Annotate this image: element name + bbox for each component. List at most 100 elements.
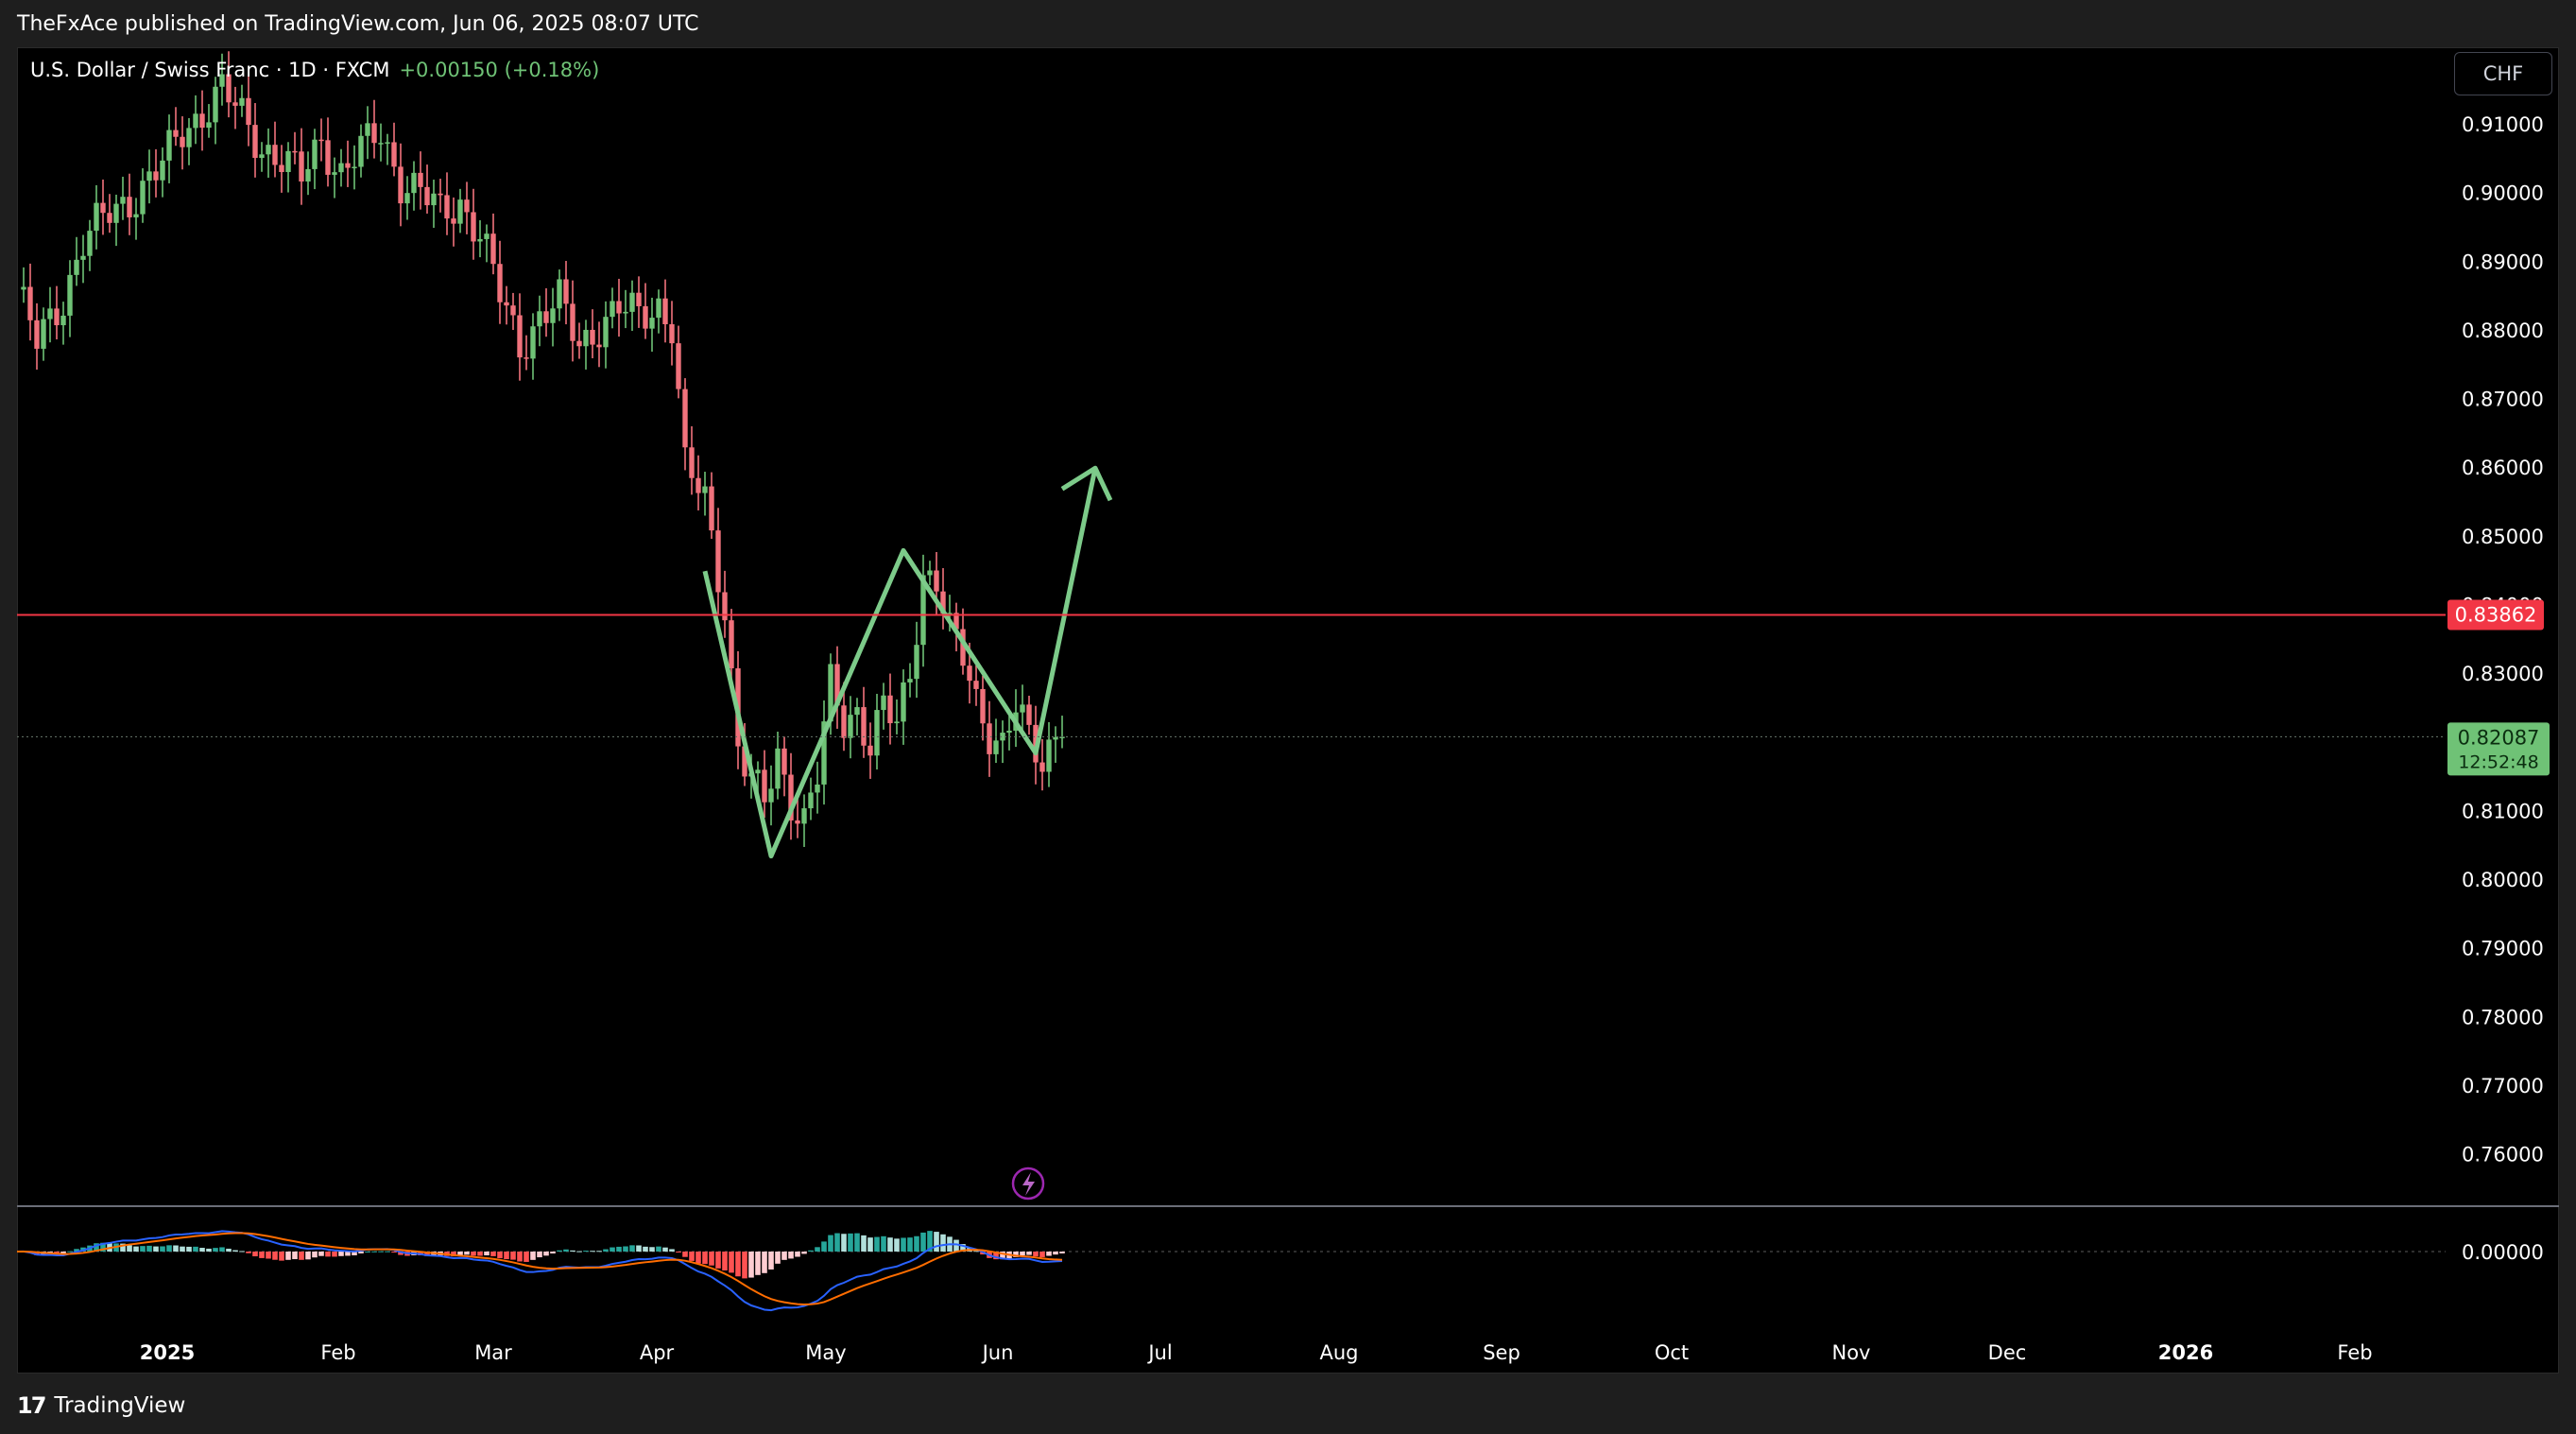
macd-histogram-bar (193, 1246, 198, 1252)
candle-body (907, 679, 913, 682)
macd-histogram-bar (1026, 1252, 1032, 1255)
macd-histogram-bar (524, 1252, 529, 1262)
candle-body (550, 308, 556, 323)
candle-body (583, 329, 589, 347)
y-tick-label: 0.80000 (2462, 869, 2544, 891)
candle-body (702, 486, 708, 493)
chart-frame[interactable] (17, 47, 2559, 1374)
lightning-icon[interactable] (1011, 1166, 1045, 1201)
macd-histogram-bar (232, 1250, 238, 1252)
candles-layer (21, 51, 1065, 847)
tradingview-brand[interactable]: 17 TradingView (17, 1390, 185, 1422)
y-tick-label: 0.87000 (2462, 389, 2544, 411)
macd-histogram-bar (901, 1237, 906, 1252)
candle-body (107, 213, 112, 223)
macd-histogram-bar (702, 1252, 708, 1265)
candle-body (861, 707, 867, 746)
x-tick-label: Jun (981, 1341, 1014, 1364)
candle-body (87, 231, 93, 256)
macd-zero-label: 0.00000 (2462, 1241, 2544, 1264)
x-tick-label: Nov (1832, 1341, 1871, 1364)
candle-body (947, 613, 953, 614)
candle-body (358, 135, 364, 167)
candle-body (742, 746, 747, 777)
candle-body (146, 171, 152, 181)
macd-histogram-bar (610, 1247, 615, 1252)
candle-body (438, 193, 443, 196)
macd-histogram-bar (596, 1251, 602, 1253)
macd-histogram-bar (206, 1248, 212, 1252)
macd-histogram-bar (960, 1244, 966, 1252)
y-tick-label: 0.79000 (2462, 938, 2544, 960)
candle-body (808, 792, 814, 809)
time-axis: 2025 Feb Mar Apr May Jun Jul Aug Sep Oct Nov Dec 202… (140, 1341, 2373, 1364)
macd-line (16, 1230, 1063, 1312)
macd-histogram-bar (358, 1252, 364, 1253)
candle-body (424, 186, 430, 206)
macd-histogram-bar (696, 1252, 701, 1264)
macd-histogram-bar (424, 1252, 430, 1256)
candle-body (490, 233, 496, 265)
macd-histogram-bar (146, 1245, 152, 1252)
macd-histogram-bar (815, 1247, 820, 1252)
candle-body (160, 160, 165, 181)
candle-body (27, 286, 33, 320)
macd-histogram-bar (801, 1252, 807, 1254)
candle-body (338, 163, 344, 173)
candle-body (834, 664, 840, 706)
macd-histogram-bar (775, 1252, 781, 1264)
macd-histogram-bar (246, 1252, 251, 1253)
candle-body (332, 172, 337, 175)
candle-body (610, 301, 615, 318)
candle-body (854, 707, 860, 716)
candle-body (576, 340, 582, 347)
macd-histogram-bar (841, 1234, 847, 1252)
candle-body (173, 130, 179, 137)
y-tick-label: 0.83000 (2462, 663, 2544, 685)
resistance-price-box (2447, 599, 2544, 631)
candle-body (543, 311, 549, 323)
candle-body (980, 688, 986, 724)
symbol-legend[interactable]: U.S. Dollar / Swiss Franc · 1D · FXCM +0… (30, 59, 599, 81)
macd-histogram-bar (808, 1250, 814, 1252)
candle-body (1046, 739, 1052, 772)
macd-histogram-bar (371, 1251, 377, 1253)
macd-histogram-bar (729, 1252, 734, 1273)
macd-histogram-bar (345, 1252, 351, 1256)
macd-histogram-bar (973, 1251, 979, 1253)
candle-body (1039, 762, 1045, 772)
candle-body (371, 123, 377, 144)
macd-histogram-bar (292, 1252, 298, 1260)
x-tick-label: Sep (1483, 1341, 1520, 1364)
candle-body (41, 319, 46, 349)
macd-histogram-bar (285, 1252, 291, 1260)
macd-histogram-bar (887, 1237, 893, 1252)
macd-histogram-bar (914, 1235, 919, 1252)
macd-histogram-bar (325, 1252, 331, 1257)
macd-histogram-bar (894, 1238, 900, 1252)
candle-body (246, 97, 251, 126)
candle-body (629, 292, 635, 312)
candle-body (166, 130, 172, 161)
macd-histogram-bar (266, 1252, 271, 1259)
candle-body (120, 197, 126, 204)
candle-body (497, 264, 503, 302)
candle-body (1059, 736, 1065, 738)
macd-histogram-bar (338, 1252, 344, 1256)
macd-histogram-bar (927, 1231, 933, 1252)
symbol-title: U.S. Dollar / Swiss Franc · 1D · FXCM (30, 59, 390, 81)
candle-body (67, 274, 73, 316)
macd-histogram-bar (385, 1251, 390, 1253)
macd-histogram-bar (993, 1252, 999, 1260)
macd-histogram-bar (874, 1236, 880, 1252)
macd-histogram-bar (1000, 1252, 1005, 1260)
candle-body (471, 212, 476, 242)
macd-histogram-bar (828, 1235, 833, 1252)
macd-histogram-bar (907, 1237, 913, 1252)
macd-histogram-bar (563, 1249, 569, 1252)
candle-body (180, 136, 185, 147)
currency-button[interactable]: CHF (2454, 52, 2552, 95)
x-tick-label: Feb (320, 1341, 355, 1364)
macd-histogram-bar (629, 1245, 635, 1252)
